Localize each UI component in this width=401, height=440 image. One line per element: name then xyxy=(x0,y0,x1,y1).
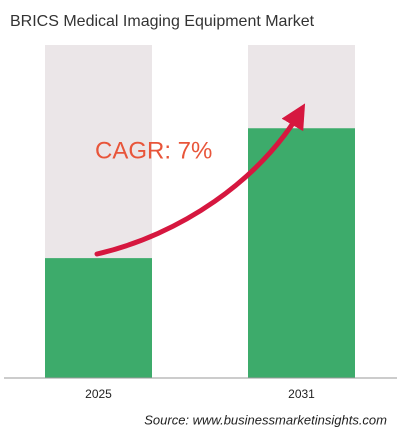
cagr-label: CAGR: 7% xyxy=(95,137,212,164)
source: Source: www.businessmarketinsights.com xyxy=(144,412,387,427)
bar xyxy=(45,258,152,378)
chart-title: BRICS Medical Imaging Equipment Market xyxy=(10,13,315,30)
cagr-arrow xyxy=(94,103,306,257)
x-tick-label: 2031 xyxy=(288,387,315,401)
bar xyxy=(248,128,355,378)
x-tick-label: 2025 xyxy=(85,387,112,401)
plot-area xyxy=(45,45,355,378)
